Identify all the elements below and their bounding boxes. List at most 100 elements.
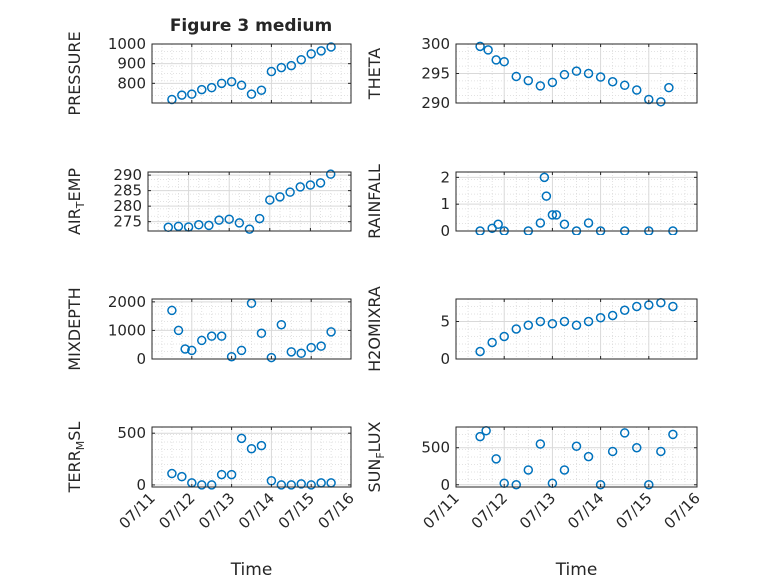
y-axis-label: SUNFLUX	[365, 421, 387, 492]
data-point	[491, 55, 501, 65]
data-point	[305, 180, 316, 190]
data-point	[325, 169, 336, 179]
y-axis-label: AIRTEMP	[65, 168, 87, 235]
data-point	[286, 347, 297, 357]
data-point	[286, 480, 297, 490]
data-point	[197, 480, 207, 490]
x-tick-label: 07/15	[612, 489, 655, 532]
data-point	[326, 42, 336, 52]
data-point	[236, 345, 247, 356]
x-tick-label: 07/13	[516, 489, 559, 532]
data-point	[266, 352, 277, 363]
data-point	[619, 428, 630, 438]
axes-box	[455, 426, 698, 488]
subplot-7: 0 500 TERRMSL 07/1107/1207/1307/1407/1507/1…	[65, 422, 358, 580]
y-axis-label: TERRMSL	[65, 422, 87, 494]
data-point	[295, 182, 305, 192]
data-point	[656, 97, 666, 107]
data-point	[535, 81, 546, 91]
subplot-5: 0 1000 2000 MIXDEPTH	[65, 287, 352, 371]
data-point	[216, 78, 227, 89]
data-point	[551, 210, 562, 220]
y-tick-label: 280	[113, 197, 142, 215]
y-tick-label: 0	[136, 476, 146, 494]
data-point	[276, 62, 287, 73]
y-axis-label-main: AIR	[65, 208, 84, 235]
data-point	[644, 480, 654, 490]
y-axis-label-main: TERR	[65, 450, 84, 493]
data-point	[619, 80, 630, 91]
data-point	[173, 221, 184, 232]
data-point	[607, 446, 618, 457]
data-point	[197, 335, 207, 346]
data-point	[246, 89, 257, 99]
data-point	[523, 320, 534, 330]
data-point	[668, 301, 678, 312]
data-point	[226, 77, 237, 87]
data-point	[511, 71, 521, 82]
y-tick-label: 290	[113, 166, 142, 184]
data-point	[547, 210, 558, 220]
data-point	[226, 469, 237, 480]
data-point	[607, 310, 618, 321]
data-point	[256, 85, 267, 95]
y-axis-label: RAINFALL	[365, 164, 384, 239]
data-point	[559, 465, 570, 475]
y-tick-label: 290	[421, 94, 450, 112]
data-point	[583, 451, 594, 462]
y-axis-label-main: SUN	[365, 459, 384, 493]
data-point	[583, 218, 594, 228]
data-point	[216, 331, 227, 341]
data-point	[571, 66, 582, 76]
figure-title: Figure 3 medium	[170, 16, 332, 36]
y-axis-label: MIXDEPTH	[65, 287, 84, 370]
data-point	[539, 172, 550, 183]
data-point	[668, 429, 678, 440]
data-point	[535, 316, 546, 327]
data-point	[265, 195, 275, 205]
data-point	[173, 325, 184, 336]
data-point	[296, 479, 306, 489]
x-tick-label: 07/15	[275, 489, 318, 532]
data-point	[244, 224, 255, 234]
data-point	[475, 346, 485, 357]
data-point	[187, 89, 197, 99]
data-point	[499, 56, 509, 67]
subplot-4: 0 1 2 RAINFALL	[365, 164, 698, 240]
subplot-8: 0 500 SUNFLUX 07/11 07/12 07/13 07/14 07/15 07/1…	[365, 421, 704, 580]
y-axis-label-rest: LUX	[365, 421, 384, 452]
y-tick-label: 0	[440, 222, 450, 240]
y-tick-label: 0	[440, 350, 450, 368]
data-point	[559, 219, 570, 230]
data-point	[206, 331, 217, 341]
data-point	[547, 319, 558, 329]
data-point	[296, 54, 306, 65]
y-axis-label: H2OMIXRA	[365, 286, 384, 372]
data-point	[246, 298, 257, 309]
x-axis-label: Time	[555, 560, 598, 580]
data-point	[607, 77, 618, 87]
data-point	[236, 80, 247, 91]
data-point	[559, 69, 570, 80]
data-point	[167, 94, 177, 105]
data-series	[475, 41, 674, 107]
x-tick-label: 07/11	[420, 489, 463, 532]
data-point	[177, 90, 187, 100]
data-point	[326, 478, 336, 488]
data-point	[571, 320, 582, 330]
data-point	[483, 45, 493, 55]
data-point	[315, 178, 326, 188]
y-axis-label-subscript: T	[74, 201, 87, 209]
data-point	[214, 215, 224, 225]
y-tick-label: 1000	[108, 35, 146, 53]
data-point	[226, 351, 237, 362]
data-point	[481, 425, 491, 436]
y-axis-label: THETA	[365, 48, 384, 100]
data-point	[234, 218, 245, 228]
data-point	[167, 468, 177, 479]
x-tick-label: 07/12	[468, 489, 511, 532]
y-tick-label: 285	[113, 182, 142, 200]
data-point	[595, 480, 606, 490]
y-tick-label: 900	[117, 55, 146, 73]
